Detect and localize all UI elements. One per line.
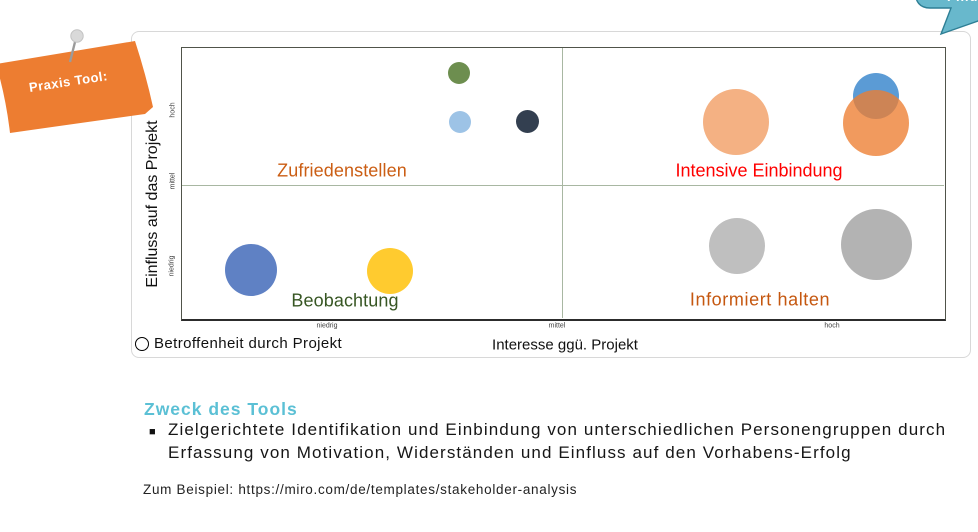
svg-text:Finde: Finde — [947, 0, 978, 4]
